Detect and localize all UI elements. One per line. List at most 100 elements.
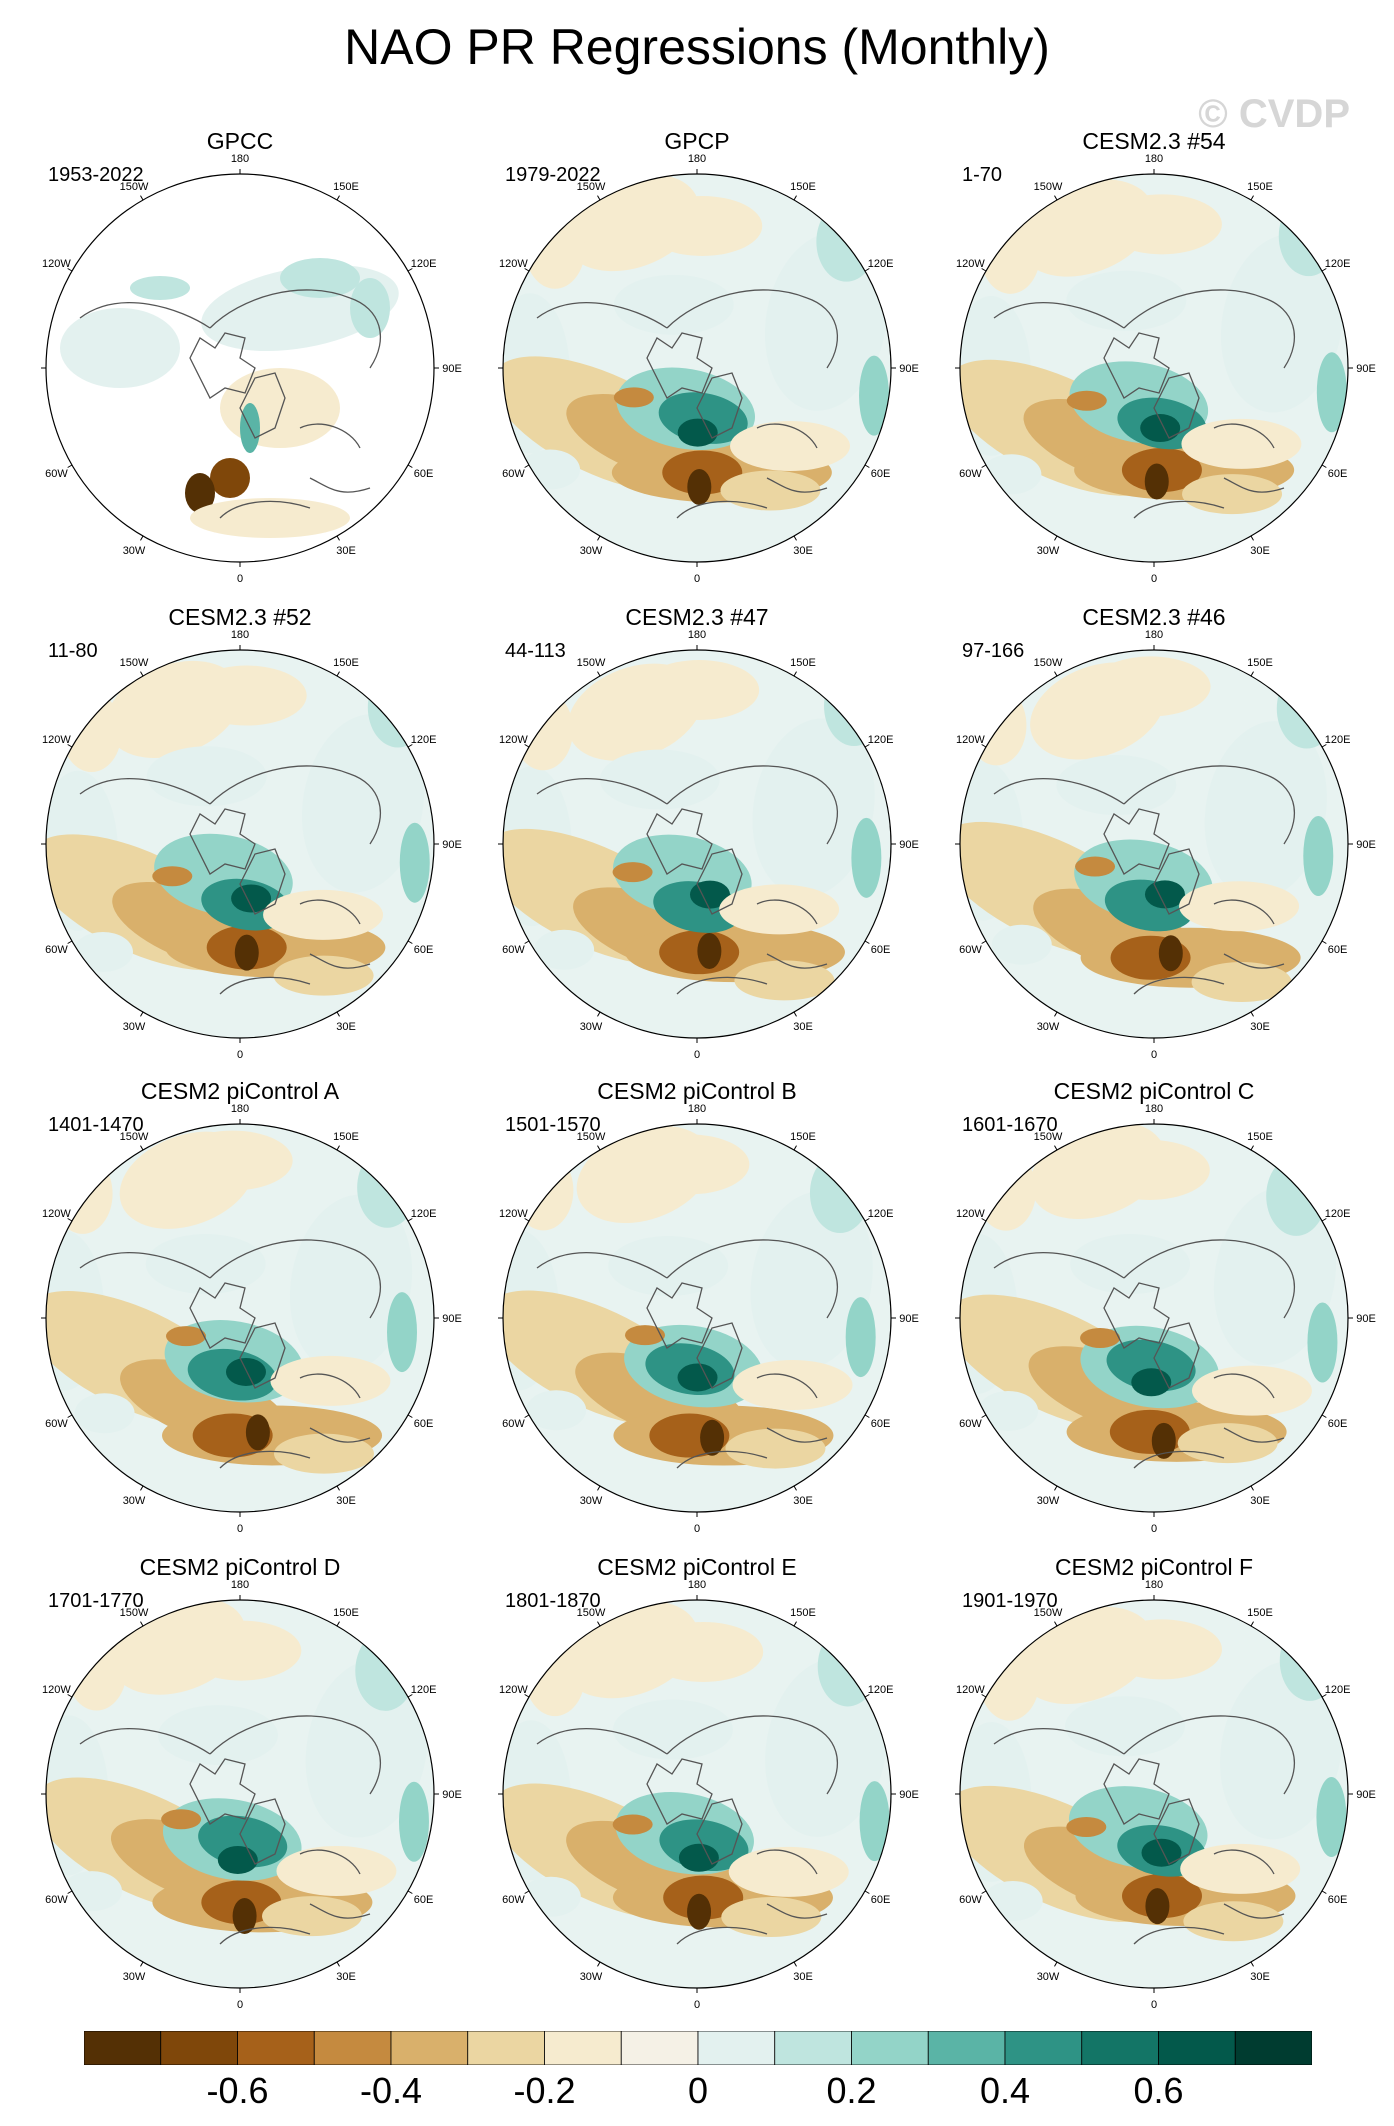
longitude-label: 120W — [499, 1684, 528, 1696]
panel-period: 11-80 — [48, 640, 98, 662]
longitude-label: 0 — [694, 573, 700, 585]
polar-map: 180150E120E90E60E30E030W60W90W120W150W — [498, 1103, 919, 1535]
longitude-label: 60E — [871, 1418, 891, 1430]
colorbar-swatch — [313, 2031, 392, 2065]
polar-map: 180150E120E90E60E30E030W60W90W120W150W — [41, 153, 462, 585]
longitude-label: 90E — [1356, 1789, 1376, 1801]
panel-title: CESM2.3 #46 — [1082, 604, 1226, 630]
longitude-label: 150W — [1034, 657, 1063, 669]
longitude-label: 150W — [577, 1131, 606, 1143]
panel-title: CESM2 piControl F — [1054, 1554, 1254, 1580]
longitude-label: 120W — [499, 1208, 528, 1220]
longitude-label: 180 — [1145, 629, 1163, 641]
panel-title: CESM2 piControl B — [597, 1078, 797, 1104]
longitude-label: 60E — [1328, 468, 1348, 480]
polar-map: 180150E120E90E60E30E030W60W90W120W150W — [41, 1579, 462, 2011]
longitude-label: 150W — [120, 1607, 149, 1619]
longitude-label: 120W — [499, 734, 528, 746]
panel-title: CESM2 piControl D — [139, 1554, 341, 1580]
colorbar-swatch — [467, 2031, 545, 2065]
map-panel: 180150E120E90E60E30E030W60W90W120W150WGP… — [40, 128, 500, 588]
panel-title: CESM2.3 #54 — [1082, 128, 1226, 154]
longitude-label: 120E — [1325, 734, 1351, 746]
longitude-label: 150E — [1247, 1607, 1273, 1619]
longitude-label: 60E — [871, 1894, 891, 1906]
longitude-label: 180 — [231, 629, 249, 641]
longitude-label: 60W — [959, 1418, 982, 1430]
panel-period: 44-113 — [505, 640, 566, 662]
colorbar-swatch — [390, 2031, 469, 2065]
panel-title: CESM2.3 #52 — [168, 604, 312, 630]
figure-title: NAO PR Regressions (Monthly) — [344, 19, 1050, 75]
panel-title: CESM2 piControl E — [597, 1554, 797, 1580]
longitude-label: 60E — [414, 1418, 434, 1430]
longitude-label: 30E — [1250, 1021, 1270, 1033]
longitude-label: 150E — [790, 1131, 816, 1143]
longitude-label: 120E — [868, 1684, 894, 1696]
polar-map: 180150E120E90E60E30E030W60W90W120W150W — [41, 629, 462, 1061]
map-panel: 180150E120E90E60E30E030W60W90W120W150WCE… — [40, 604, 500, 1064]
longitude-label: 90E — [899, 1789, 919, 1801]
longitude-label: 180 — [231, 1579, 249, 1591]
longitude-label: 120E — [411, 734, 437, 746]
longitude-label: 30E — [1250, 545, 1270, 557]
polar-map: 180150E120E90E60E30E030W60W90W120W150W — [498, 1579, 919, 2011]
colorbar-tick-label: -0.6 — [206, 2070, 269, 2111]
longitude-label: 90E — [442, 1789, 462, 1801]
map-panel: 180150E120E90E60E30E030W60W90W120W150WCE… — [954, 1078, 1394, 1538]
longitude-label: 150W — [120, 181, 149, 193]
panel-period: 1601-1670 — [962, 1114, 1058, 1136]
map-panel: 180150E120E90E60E30E030W60W90W120W150WCE… — [40, 1554, 500, 2014]
colorbar-tick-label: 0 — [687, 2070, 709, 2111]
longitude-label: 60E — [1328, 1418, 1348, 1430]
longitude-label: 120W — [956, 734, 985, 746]
colorbar-swatch — [851, 2031, 929, 2065]
longitude-label: 150E — [333, 1131, 359, 1143]
longitude-label: 150E — [790, 657, 816, 669]
panel-period: 1-70 — [962, 164, 1003, 186]
longitude-label: 180 — [231, 153, 249, 165]
polar-map: 180150E120E90E60E30E030W60W90W120W150W — [955, 1579, 1376, 2011]
panel-title: CESM2 piControl C — [1053, 1078, 1255, 1104]
longitude-label: 0 — [237, 573, 243, 585]
longitude-label: 30E — [793, 1971, 813, 1983]
panel-title: CESM2.3 #47 — [625, 604, 769, 630]
longitude-label: 120E — [868, 734, 894, 746]
longitude-label: 120W — [956, 1208, 985, 1220]
longitude-label: 150E — [1247, 1131, 1273, 1143]
longitude-label: 180 — [688, 629, 706, 641]
colorbar-swatch — [620, 2031, 699, 2065]
longitude-label: 90E — [899, 1313, 919, 1325]
longitude-label: 150W — [577, 657, 606, 669]
longitude-label: 60E — [871, 944, 891, 956]
longitude-label: 60W — [45, 1418, 68, 1430]
longitude-label: 120E — [411, 1684, 437, 1696]
longitude-label: 60E — [1328, 1894, 1348, 1906]
longitude-label: 30W — [1037, 1495, 1060, 1507]
colorbar-swatch — [1081, 2031, 1159, 2065]
longitude-label: 90E — [899, 363, 919, 375]
colorbar — [84, 2031, 1312, 2065]
polar-map: 180150E120E90E60E30E030W60W90W120W150W — [498, 629, 919, 1061]
longitude-label: 150E — [333, 657, 359, 669]
colorbar-tick-label: -0.4 — [359, 2070, 423, 2111]
longitude-label: 120W — [499, 258, 528, 270]
map-panel: 180150E120E90E60E30E030W60W90W120W150WCE… — [954, 128, 1394, 588]
longitude-label: 30E — [793, 1495, 813, 1507]
longitude-label: 30E — [793, 545, 813, 557]
longitude-label: 60W — [502, 944, 525, 956]
longitude-label: 180 — [1145, 1103, 1163, 1115]
longitude-label: 180 — [688, 1579, 706, 1591]
longitude-label: 150W — [120, 657, 149, 669]
longitude-label: 150W — [120, 1131, 149, 1143]
panel-period: 1901-1970 — [962, 1590, 1058, 1612]
longitude-label: 30E — [336, 1021, 356, 1033]
longitude-label: 90E — [1356, 839, 1376, 851]
longitude-label: 90E — [442, 363, 462, 375]
colorbar-swatch — [544, 2031, 622, 2065]
longitude-label: 30E — [793, 1021, 813, 1033]
map-panel: 180150E120E90E60E30E030W60W90W120W150WCE… — [954, 604, 1394, 1064]
longitude-label: 150W — [1034, 1131, 1063, 1143]
colorbar-swatch — [84, 2031, 162, 2065]
longitude-label: 90E — [442, 839, 462, 851]
